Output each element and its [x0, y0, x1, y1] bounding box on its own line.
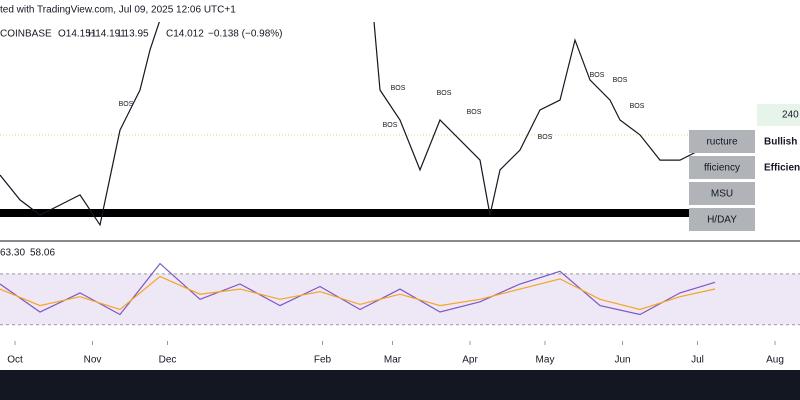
x-tick-label: Aug — [766, 355, 784, 366]
table-cell — [689, 182, 755, 205]
table-cell — [689, 156, 755, 179]
bos-label: BOS — [467, 109, 482, 116]
open: O14.151 — [58, 29, 97, 40]
change: −0.138 (−0.98%) — [208, 29, 283, 40]
table-cell — [689, 130, 755, 153]
bos-label: BOS — [630, 103, 645, 110]
level-band — [0, 209, 755, 217]
x-tick-label: Feb — [314, 355, 332, 366]
footer-bar — [0, 370, 800, 400]
x-tick-label: Dec — [159, 355, 177, 366]
high: H14.191 — [88, 29, 126, 40]
close: C14.012 — [166, 29, 204, 40]
table-cell — [689, 208, 755, 231]
bos-label: BOS — [437, 90, 452, 97]
bos-label: BOS — [613, 77, 628, 84]
low: L13.95 — [118, 29, 149, 40]
x-tick-label: Mar — [384, 355, 402, 366]
x-tick-label: May — [536, 355, 555, 366]
x-tick-label: Nov — [84, 355, 102, 366]
table-label: H/DAY — [707, 215, 737, 226]
price-label-box — [757, 104, 800, 126]
bos-label: BOS — [383, 122, 398, 129]
rsi-legend: 63.30 — [0, 248, 25, 259]
x-tick-label: Jul — [691, 355, 704, 366]
price-label: 240 — [782, 110, 799, 121]
table-value: Efficien — [764, 163, 800, 174]
price-pane — [0, 22, 716, 227]
rsi-band — [0, 273, 800, 325]
x-tick-label: Apr — [462, 355, 478, 366]
bos-label: BOS — [538, 134, 553, 141]
bos-label: BOS — [590, 72, 605, 79]
series-line — [0, 262, 716, 316]
x-tick-label: Oct — [7, 355, 23, 366]
table-label: MSU — [711, 189, 733, 200]
table-label: fficiency — [704, 163, 740, 174]
bos-label: BOS — [391, 85, 406, 92]
table-value: Bullish — [764, 137, 797, 148]
exchange: COINBASE — [0, 29, 52, 40]
bos-label: BOS — [119, 101, 134, 108]
table-label: ructure — [706, 137, 738, 148]
published: ted with TradingView.com, Jul 09, 2025 1… — [0, 5, 236, 16]
series-line — [0, 275, 716, 311]
x-tick-label: Jun — [614, 355, 630, 366]
series-line — [0, 22, 716, 227]
rsi-legend: 58.06 — [30, 248, 55, 259]
